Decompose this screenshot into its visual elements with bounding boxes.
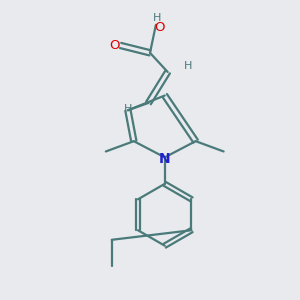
Text: O: O	[109, 39, 119, 52]
Text: O: O	[154, 21, 165, 34]
Text: H: H	[153, 14, 161, 23]
Text: N: N	[159, 152, 170, 166]
Text: H: H	[124, 104, 132, 114]
Text: H: H	[184, 61, 193, 71]
